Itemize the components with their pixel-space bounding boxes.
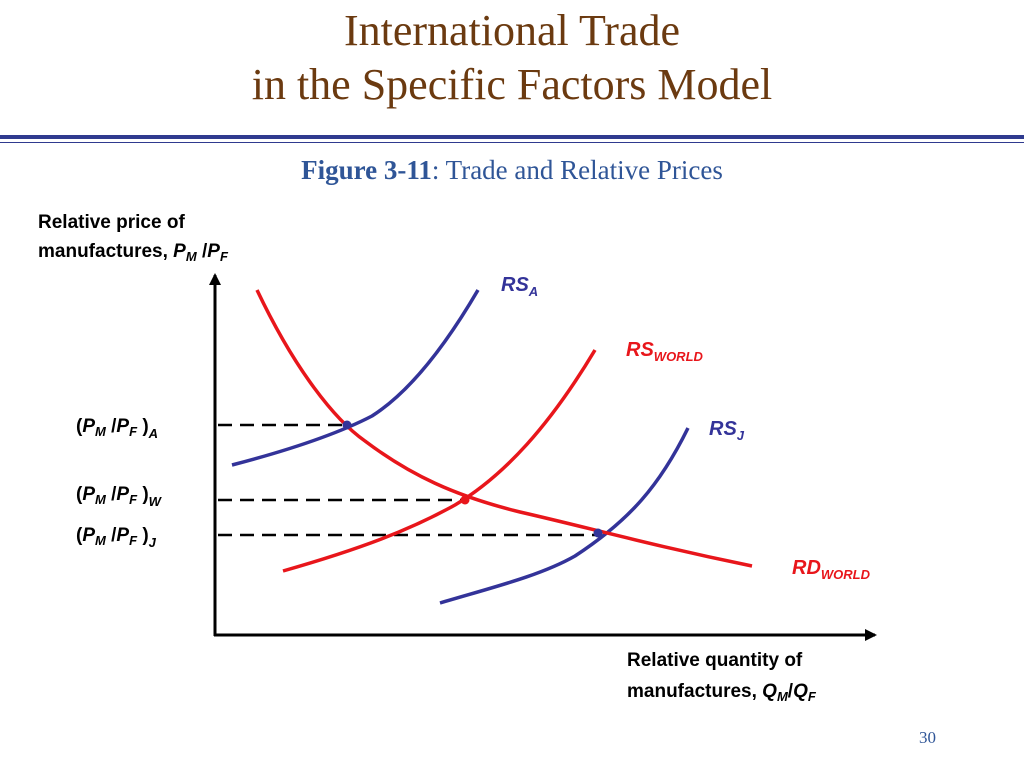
paren-open: ( — [76, 484, 83, 505]
y-axis-label-line-2: manufactures, — [38, 241, 173, 262]
title-divider-thick — [0, 135, 1024, 139]
slide-number: 30 — [919, 728, 936, 747]
pm-sub: M — [95, 533, 107, 548]
pf-sub: F — [129, 533, 138, 548]
figure-number: Figure 3-11 — [301, 155, 432, 185]
price-label-a: (PM /PF )A — [76, 416, 158, 441]
x-axis-label-qm-sub: M — [777, 689, 789, 704]
pf: P — [116, 416, 129, 437]
sep: / — [106, 484, 117, 505]
rs-j-label: RSJ — [709, 418, 745, 443]
rd-world-main: RD — [792, 557, 821, 579]
title-line-1: International Trade — [343, 6, 681, 55]
paren-open: ( — [76, 416, 83, 437]
y-axis-label-sep: / — [197, 241, 208, 262]
pm: P — [82, 416, 95, 437]
x-axis-label-sep: / — [788, 681, 794, 702]
price-tag-w: W — [149, 494, 163, 509]
rs-a-label: RSA — [501, 274, 538, 299]
x-axis-label-line-1: Relative quantity of — [627, 650, 803, 671]
paren-open: ( — [76, 525, 83, 546]
svg-text:(PM /PF )J: (PM /PF )J — [76, 525, 157, 550]
figure-caption: Figure 3-11: Trade and Relative Prices — [0, 155, 1024, 186]
pf: P — [116, 484, 129, 505]
rd-world-sub: WORLD — [821, 567, 871, 582]
svg-text:(PM /PF )W: (PM /PF )W — [76, 484, 163, 509]
y-axis-label-pm: P — [173, 241, 186, 262]
svg-text:(PM /PF )A: (PM /PF )A — [76, 416, 158, 441]
price-tag-a: A — [148, 426, 158, 441]
y-axis-label: Relative price of manufactures, PM /PF — [38, 212, 229, 264]
rd-world-curve — [255, 289, 753, 568]
title-line-2: in the Specific Factors Model — [251, 60, 773, 109]
y-axis-label-pf: P — [207, 241, 220, 262]
rs-a-curve — [231, 289, 480, 467]
x-axis-label-qf: Q — [793, 681, 808, 702]
x-axis-label-qm: Q — [762, 681, 777, 702]
x-axis-label-qf-sub: F — [808, 689, 817, 704]
equilibrium-point-world — [460, 495, 470, 505]
rs-a-main: RS — [501, 274, 529, 296]
paren-close: ) — [137, 416, 149, 437]
title-divider-thin — [0, 142, 1024, 143]
pm: P — [82, 484, 95, 505]
pm-sub: M — [95, 492, 107, 507]
pf-sub: F — [129, 492, 138, 507]
price-tag-j: J — [149, 535, 157, 550]
rs-j-curve — [439, 427, 690, 605]
rs-world-label: RSWORLD — [626, 339, 704, 364]
rd-world-label: RDWORLD — [792, 557, 871, 582]
equilibrium-point-j — [593, 528, 603, 538]
figure-separator: : — [431, 155, 440, 185]
equilibrium-point-a — [342, 420, 352, 430]
rs-j-sub: J — [737, 428, 745, 443]
paren-close: ) — [137, 484, 149, 505]
pm-sub: M — [95, 424, 107, 439]
sep: / — [106, 525, 117, 546]
price-label-j: (PM /PF )J — [76, 525, 157, 550]
y-axis-label-pf-sub: F — [220, 249, 229, 264]
pf-sub: F — [129, 424, 138, 439]
paren-close: ) — [137, 525, 149, 546]
rs-world-sub: WORLD — [654, 349, 704, 364]
y-axis-label-pm-sub: M — [186, 249, 198, 264]
rs-world-curve — [282, 349, 597, 573]
pf: P — [116, 525, 129, 546]
rs-j-main: RS — [709, 418, 737, 440]
y-axis-label-line-1: Relative price of — [38, 212, 185, 233]
figure-title: Trade and Relative Prices — [439, 155, 723, 185]
x-axis-label-line-2: manufactures, — [627, 681, 762, 702]
price-label-world: (PM /PF )W — [76, 484, 163, 509]
x-axis-label: Relative quantity of manufactures, QM/QF — [627, 650, 817, 704]
rs-world-main: RS — [626, 339, 654, 361]
rs-a-sub: A — [528, 284, 538, 299]
sep: / — [106, 416, 117, 437]
pm: P — [82, 525, 95, 546]
slide-title: International Trade in the Specific Fact… — [0, 4, 1024, 112]
